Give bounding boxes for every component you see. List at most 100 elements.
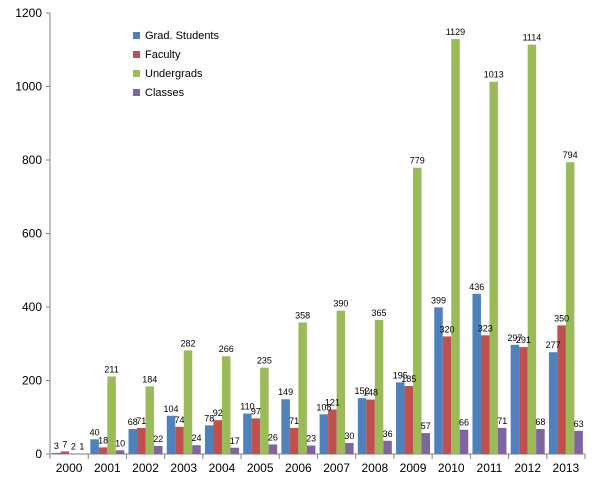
bar-faculty bbox=[480, 335, 490, 454]
legend-label: Classes bbox=[145, 87, 185, 99]
data-label: 63 bbox=[574, 419, 584, 429]
x-tick-label: 2010 bbox=[438, 461, 465, 475]
data-label: 235 bbox=[257, 356, 272, 366]
bar-undergrads bbox=[336, 310, 346, 454]
data-label: 24 bbox=[191, 433, 201, 443]
bar-undergrads bbox=[527, 44, 537, 454]
bar-undergrads bbox=[69, 453, 78, 454]
data-label: 78 bbox=[204, 413, 214, 423]
data-label: 152 bbox=[355, 386, 370, 396]
bar-undergrads bbox=[107, 376, 116, 454]
data-label: 3 bbox=[54, 441, 59, 451]
x-tick-label: 2013 bbox=[553, 461, 580, 475]
bar-classes bbox=[268, 444, 278, 454]
y-tick-label: 800 bbox=[22, 153, 42, 167]
bar-grad-students bbox=[472, 293, 481, 454]
bar-undergrads bbox=[260, 367, 269, 454]
bar-faculty bbox=[175, 426, 184, 454]
bar-grad-students bbox=[434, 307, 443, 454]
x-tick-label: 2009 bbox=[400, 461, 427, 475]
data-label: 1129 bbox=[446, 27, 465, 37]
bar-undergrads bbox=[413, 167, 422, 454]
data-label: 30 bbox=[344, 431, 354, 441]
y-tick-label: 1000 bbox=[15, 80, 42, 94]
data-label: 358 bbox=[295, 310, 310, 320]
bar-classes bbox=[497, 427, 507, 454]
bar-faculty bbox=[442, 336, 452, 454]
data-label: 71 bbox=[289, 416, 299, 426]
data-label: 17 bbox=[230, 436, 240, 446]
bar-grad-students bbox=[281, 399, 290, 454]
data-label: 184 bbox=[142, 374, 157, 384]
legend-label: Faculty bbox=[145, 49, 181, 61]
bar-grad-students bbox=[128, 429, 138, 454]
x-tick-label: 2003 bbox=[170, 461, 197, 475]
legend-swatch bbox=[133, 70, 140, 77]
data-label: 68 bbox=[535, 417, 545, 427]
bar-undergrads bbox=[451, 39, 460, 454]
data-label: 7 bbox=[62, 439, 67, 449]
data-label: 390 bbox=[333, 299, 348, 309]
data-label: 297 bbox=[507, 333, 522, 343]
bar-grad-students bbox=[357, 398, 367, 454]
bar-undergrads bbox=[298, 322, 307, 454]
x-tick-label: 2008 bbox=[361, 461, 388, 475]
data-label: 92 bbox=[213, 408, 223, 418]
data-label: 23 bbox=[306, 434, 316, 444]
bar-classes bbox=[383, 440, 392, 454]
bar-undergrads bbox=[221, 356, 231, 454]
data-label: 779 bbox=[410, 156, 425, 166]
data-label: 26 bbox=[268, 432, 278, 442]
data-label: 66 bbox=[459, 418, 469, 428]
x-tick-label: 2000 bbox=[56, 461, 83, 475]
y-tick-label: 200 bbox=[22, 374, 42, 388]
y-tick-label: 1200 bbox=[15, 6, 42, 20]
legend-swatch bbox=[133, 32, 140, 39]
bar-faculty bbox=[251, 418, 261, 454]
data-label: 104 bbox=[163, 404, 178, 414]
data-label: 185 bbox=[401, 374, 416, 384]
data-label: 74 bbox=[174, 415, 184, 425]
bar-faculty bbox=[557, 325, 566, 454]
bar-classes bbox=[574, 430, 583, 454]
data-label: 121 bbox=[325, 398, 340, 408]
legend-swatch bbox=[133, 89, 140, 96]
data-label: 110 bbox=[240, 402, 254, 412]
bar-undergrads bbox=[145, 386, 155, 454]
x-tick-label: 2012 bbox=[514, 461, 541, 475]
bar-grad-students bbox=[396, 382, 405, 454]
bar-grad-students bbox=[52, 452, 61, 454]
data-label: 1 bbox=[79, 442, 84, 452]
data-label: 323 bbox=[478, 323, 493, 333]
bar-classes bbox=[459, 429, 469, 454]
y-tick-label: 0 bbox=[35, 447, 42, 461]
data-label: 436 bbox=[469, 282, 484, 292]
data-label: 266 bbox=[219, 344, 234, 354]
data-label: 195 bbox=[393, 370, 408, 380]
data-label: 1013 bbox=[484, 70, 504, 80]
bar-classes bbox=[345, 442, 354, 454]
data-label: 71 bbox=[136, 416, 146, 426]
data-label: 350 bbox=[554, 313, 569, 323]
bars bbox=[52, 39, 583, 454]
bar-grad-students bbox=[204, 425, 214, 454]
y-tick-label: 600 bbox=[22, 227, 42, 241]
data-label: 399 bbox=[431, 295, 446, 305]
data-label: 36 bbox=[383, 429, 393, 439]
bar-faculty bbox=[213, 420, 222, 454]
bar-faculty bbox=[328, 409, 337, 454]
bar-grad-students bbox=[90, 439, 99, 454]
x-tick-label: 2006 bbox=[285, 461, 312, 475]
bar-undergrads bbox=[374, 319, 384, 454]
bar-classes bbox=[306, 445, 316, 454]
bar-classes bbox=[192, 445, 201, 454]
data-label: 277 bbox=[546, 340, 561, 350]
bar-grad-students bbox=[166, 415, 176, 454]
data-label: 211 bbox=[104, 364, 118, 374]
data-label: 1114 bbox=[523, 33, 542, 43]
bar-faculty bbox=[98, 447, 108, 454]
axes: 0 200 400 600 800 1000 1200 2000 2001 2002 2003 200… bbox=[15, 6, 586, 475]
bar-classes bbox=[154, 445, 163, 454]
x-tick-label: 2005 bbox=[247, 461, 274, 475]
